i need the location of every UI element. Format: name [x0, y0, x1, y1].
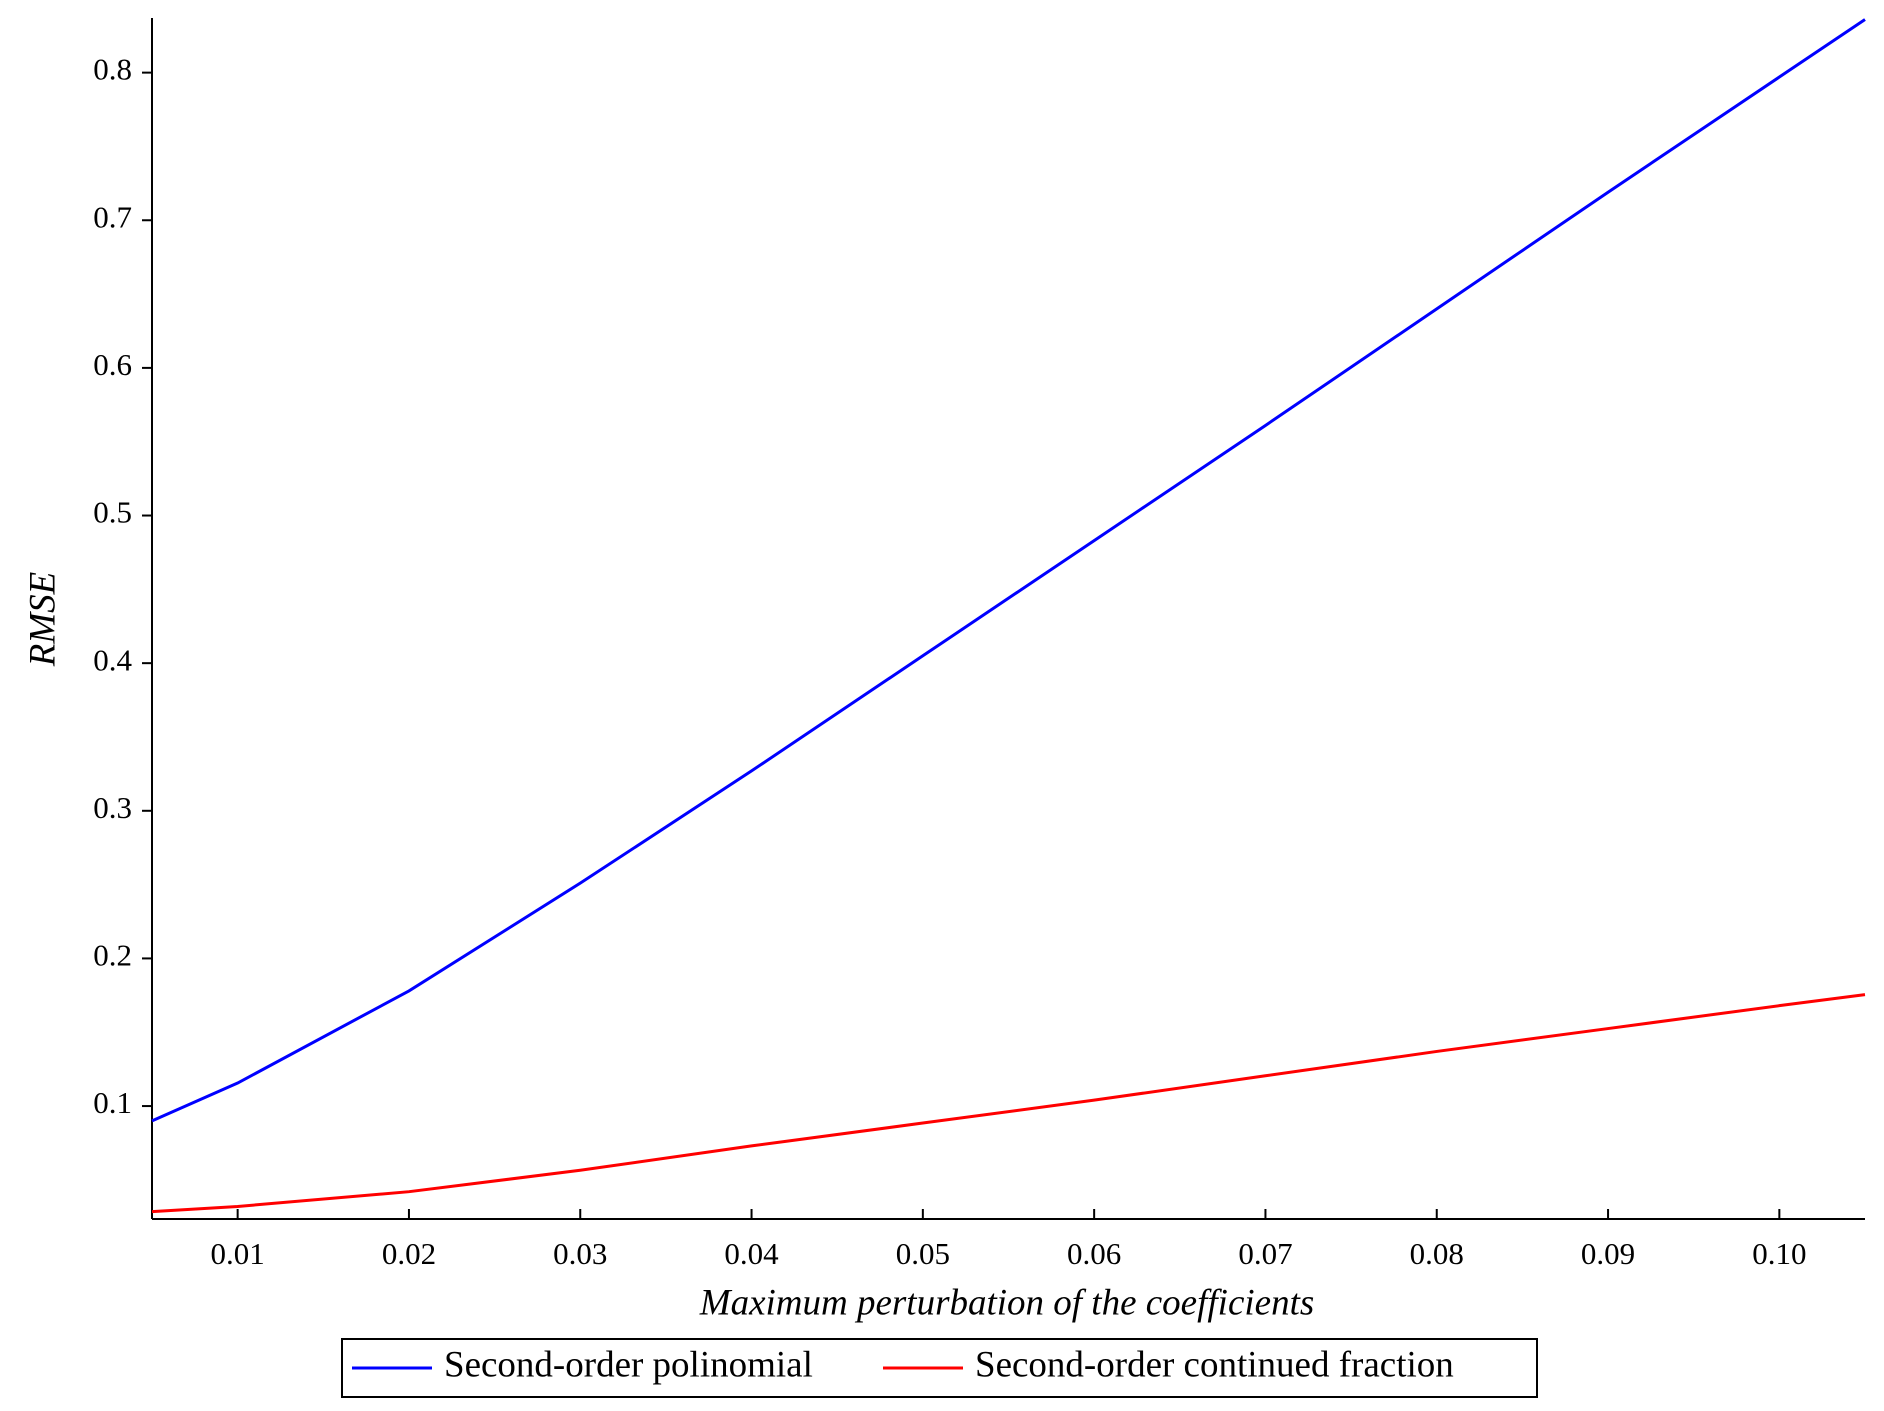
legend-label: Second-order polinomial [444, 1344, 813, 1385]
series-line [151, 993, 1866, 1214]
x-tick-label: 0.10 [1752, 1236, 1806, 1271]
y-tick-label: 0.5 [93, 495, 132, 530]
x-tick-label: 0.05 [896, 1236, 950, 1271]
y-tick-label: 0.4 [93, 642, 132, 677]
x-tick-label: 0.02 [382, 1236, 436, 1271]
y-tick-label: 0.1 [93, 1085, 132, 1120]
x-tick-label: 0.03 [553, 1236, 607, 1271]
y-tick-label: 0.7 [93, 199, 132, 234]
x-tick-label: 0.04 [724, 1236, 779, 1271]
y-tick-label: 0.3 [93, 790, 132, 825]
x-tick-label: 0.06 [1067, 1236, 1121, 1271]
x-tick-label: 0.09 [1581, 1236, 1635, 1271]
y-tick-label: 0.6 [93, 347, 132, 382]
series-line [151, 18, 1866, 1123]
x-tick-label: 0.07 [1238, 1236, 1292, 1271]
x-axis-title: Maximum perturbation of the coefficients [699, 1282, 1315, 1323]
y-tick-label: 0.2 [93, 938, 132, 973]
x-tick-label: 0.08 [1410, 1236, 1464, 1271]
x-tick-label: 0.01 [211, 1236, 265, 1271]
y-tick-label: 0.8 [93, 52, 132, 87]
y-axis-title: RMSE [22, 572, 63, 668]
legend-label: Second-order continued fraction [975, 1344, 1454, 1385]
